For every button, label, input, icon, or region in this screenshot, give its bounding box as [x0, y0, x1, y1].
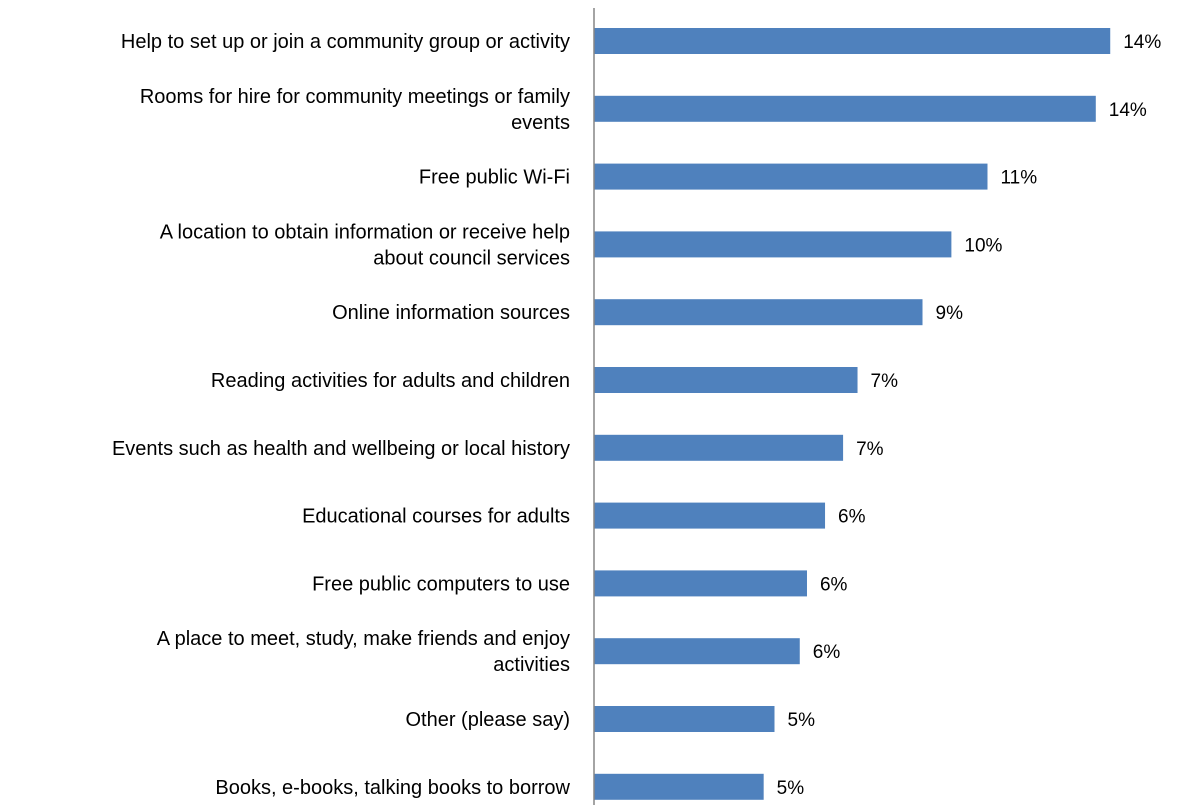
category-label-1: Help to set up or join a community group… [121, 31, 570, 53]
category-label-10: A place to meet, study, make friends and… [157, 628, 570, 676]
value-labels-group: 14% 14% 11% 10% 9% 7% 7% 6% 6% 6% 5% 5% [777, 32, 1162, 799]
value-label-7: 7% [856, 439, 884, 460]
value-label-9: 6% [820, 574, 848, 595]
category-label-7: Events such as health and wellbeing or l… [112, 438, 570, 460]
value-label-1: 14% [1123, 32, 1161, 53]
bar-2 [594, 95, 1096, 122]
category-label-line: Free public Wi-Fi [419, 167, 570, 189]
bar-11 [594, 706, 775, 732]
bar-4 [594, 231, 952, 258]
category-label-line: Events such as health and wellbeing or l… [112, 438, 570, 460]
category-label-4: A location to obtain information or rece… [160, 221, 570, 269]
bar-1 [594, 28, 1111, 54]
category-label-6: Reading activities for adults and childr… [211, 370, 570, 392]
bar-12 [594, 773, 764, 800]
bar-8 [594, 502, 826, 529]
value-label-4: 10% [964, 235, 1002, 256]
value-label-10: 6% [813, 642, 841, 663]
category-label-3: Free public Wi-Fi [419, 167, 570, 189]
value-label-2: 14% [1109, 100, 1147, 121]
category-label-line: about council services [373, 247, 570, 269]
value-label-11: 5% [788, 710, 816, 731]
bar-9 [594, 570, 807, 597]
category-label-line: activities [493, 654, 570, 676]
bar-7 [594, 434, 844, 461]
category-label-line: Books, e-books, talking books to borrow [215, 777, 570, 799]
category-label-line: A location to obtain information or rece… [160, 221, 570, 243]
category-label-2: Rooms for hire for community meetings or… [140, 86, 570, 134]
category-label-line: Other (please say) [405, 709, 570, 731]
value-label-6: 7% [871, 371, 899, 392]
bar-6 [594, 367, 858, 393]
bars-group [594, 28, 1111, 800]
bar-5 [594, 299, 923, 326]
category-label-9: Free public computers to use [312, 573, 570, 595]
category-labels-group: Help to set up or join a community group… [112, 31, 571, 799]
category-label-12: Books, e-books, talking books to borrow [215, 777, 570, 799]
category-label-line: Rooms for hire for community meetings or… [140, 86, 570, 108]
category-label-8: Educational courses for adults [302, 506, 570, 528]
category-label-line: Educational courses for adults [302, 506, 570, 528]
category-label-line: Online information sources [332, 302, 570, 324]
category-label-line: events [511, 112, 570, 134]
category-label-11: Other (please say) [405, 709, 570, 731]
category-label-line: Help to set up or join a community group… [121, 31, 570, 53]
bar-3 [594, 163, 988, 190]
value-label-8: 6% [838, 507, 866, 528]
value-label-5: 9% [936, 303, 964, 324]
category-label-line: Reading activities for adults and childr… [211, 370, 570, 392]
category-label-line: A place to meet, study, make friends and… [157, 628, 570, 650]
category-label-5: Online information sources [332, 302, 570, 324]
value-label-12: 5% [777, 778, 805, 799]
bar-10 [594, 638, 800, 665]
category-label-line: Free public computers to use [312, 573, 570, 595]
value-label-3: 11% [1000, 168, 1037, 189]
